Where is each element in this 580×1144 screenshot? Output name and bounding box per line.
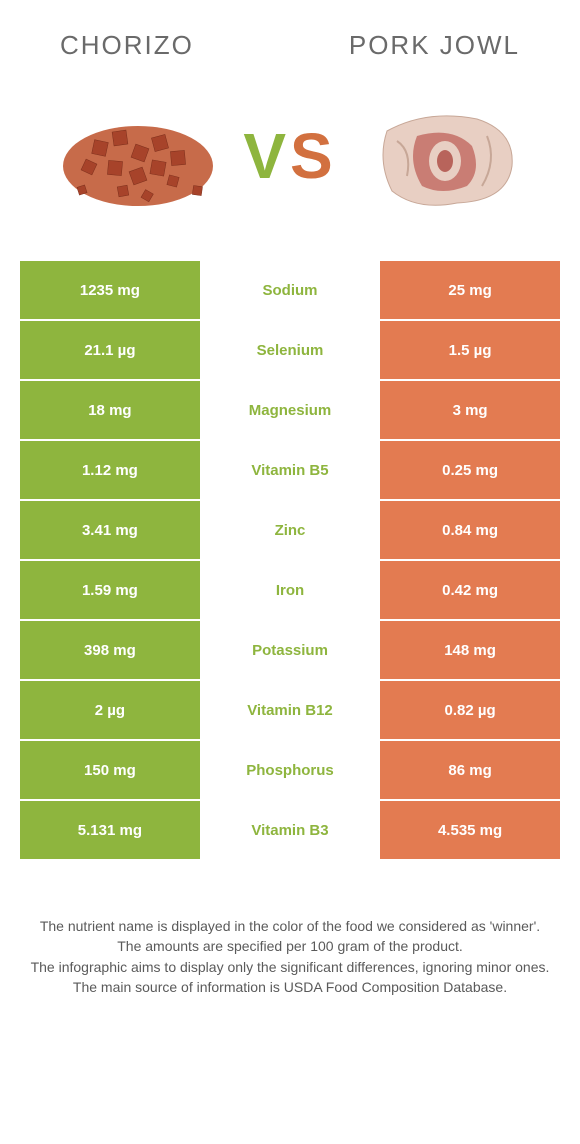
chorizo-image bbox=[53, 91, 223, 221]
nutrient-name: Phosphorus bbox=[200, 741, 380, 799]
right-value: 3 mg bbox=[380, 381, 560, 439]
left-value: 5.131 mg bbox=[20, 801, 200, 859]
table-row: 1235 mgSodium25 mg bbox=[20, 261, 560, 319]
left-value: 150 mg bbox=[20, 741, 200, 799]
vs-v: V bbox=[243, 120, 290, 192]
vs-s: S bbox=[290, 120, 337, 192]
hero-row: VS bbox=[0, 91, 580, 261]
footer-line-1: The nutrient name is displayed in the co… bbox=[30, 916, 550, 936]
table-row: 1.12 mgVitamin B50.25 mg bbox=[20, 441, 560, 499]
right-value: 86 mg bbox=[380, 741, 560, 799]
table-row: 3.41 mgZinc0.84 mg bbox=[20, 501, 560, 559]
left-value: 2 µg bbox=[20, 681, 200, 739]
table-row: 5.131 mgVitamin B34.535 mg bbox=[20, 801, 560, 859]
left-value: 1235 mg bbox=[20, 261, 200, 319]
comparison-table: 1235 mgSodium25 mg21.1 µgSelenium1.5 µg1… bbox=[20, 261, 560, 861]
footer-line-3: The infographic aims to display only the… bbox=[30, 957, 550, 977]
footer-notes: The nutrient name is displayed in the co… bbox=[0, 916, 580, 997]
right-value: 0.42 mg bbox=[380, 561, 560, 619]
right-value: 25 mg bbox=[380, 261, 560, 319]
right-value: 0.82 µg bbox=[380, 681, 560, 739]
footer-line-2: The amounts are specified per 100 gram o… bbox=[30, 936, 550, 956]
table-row: 398 mgPotassium148 mg bbox=[20, 621, 560, 679]
nutrient-name: Vitamin B5 bbox=[200, 441, 380, 499]
table-row: 21.1 µgSelenium1.5 µg bbox=[20, 321, 560, 379]
nutrient-name: Magnesium bbox=[200, 381, 380, 439]
nutrient-name: Vitamin B3 bbox=[200, 801, 380, 859]
left-food-title: CHORIZO bbox=[60, 30, 194, 61]
infographic-root: CHORIZO PORK JOWL bbox=[0, 0, 580, 1144]
nutrient-name: Zinc bbox=[200, 501, 380, 559]
table-row: 1.59 mgIron0.42 mg bbox=[20, 561, 560, 619]
header: CHORIZO PORK JOWL bbox=[0, 0, 580, 91]
vs-label: VS bbox=[243, 119, 336, 193]
table-row: 18 mgMagnesium3 mg bbox=[20, 381, 560, 439]
nutrient-name: Sodium bbox=[200, 261, 380, 319]
table-row: 150 mgPhosphorus86 mg bbox=[20, 741, 560, 799]
nutrient-name: Iron bbox=[200, 561, 380, 619]
left-value: 1.59 mg bbox=[20, 561, 200, 619]
table-row: 2 µgVitamin B120.82 µg bbox=[20, 681, 560, 739]
left-value: 21.1 µg bbox=[20, 321, 200, 379]
right-value: 0.84 mg bbox=[380, 501, 560, 559]
nutrient-name: Potassium bbox=[200, 621, 380, 679]
left-value: 1.12 mg bbox=[20, 441, 200, 499]
footer-line-4: The main source of information is USDA F… bbox=[30, 977, 550, 997]
right-value: 0.25 mg bbox=[380, 441, 560, 499]
left-value: 3.41 mg bbox=[20, 501, 200, 559]
nutrient-name: Selenium bbox=[200, 321, 380, 379]
right-value: 148 mg bbox=[380, 621, 560, 679]
left-value: 18 mg bbox=[20, 381, 200, 439]
pork-jowl-image bbox=[357, 91, 527, 221]
right-value: 1.5 µg bbox=[380, 321, 560, 379]
right-value: 4.535 mg bbox=[380, 801, 560, 859]
right-food-title: PORK JOWL bbox=[349, 30, 520, 61]
nutrient-name: Vitamin B12 bbox=[200, 681, 380, 739]
left-value: 398 mg bbox=[20, 621, 200, 679]
